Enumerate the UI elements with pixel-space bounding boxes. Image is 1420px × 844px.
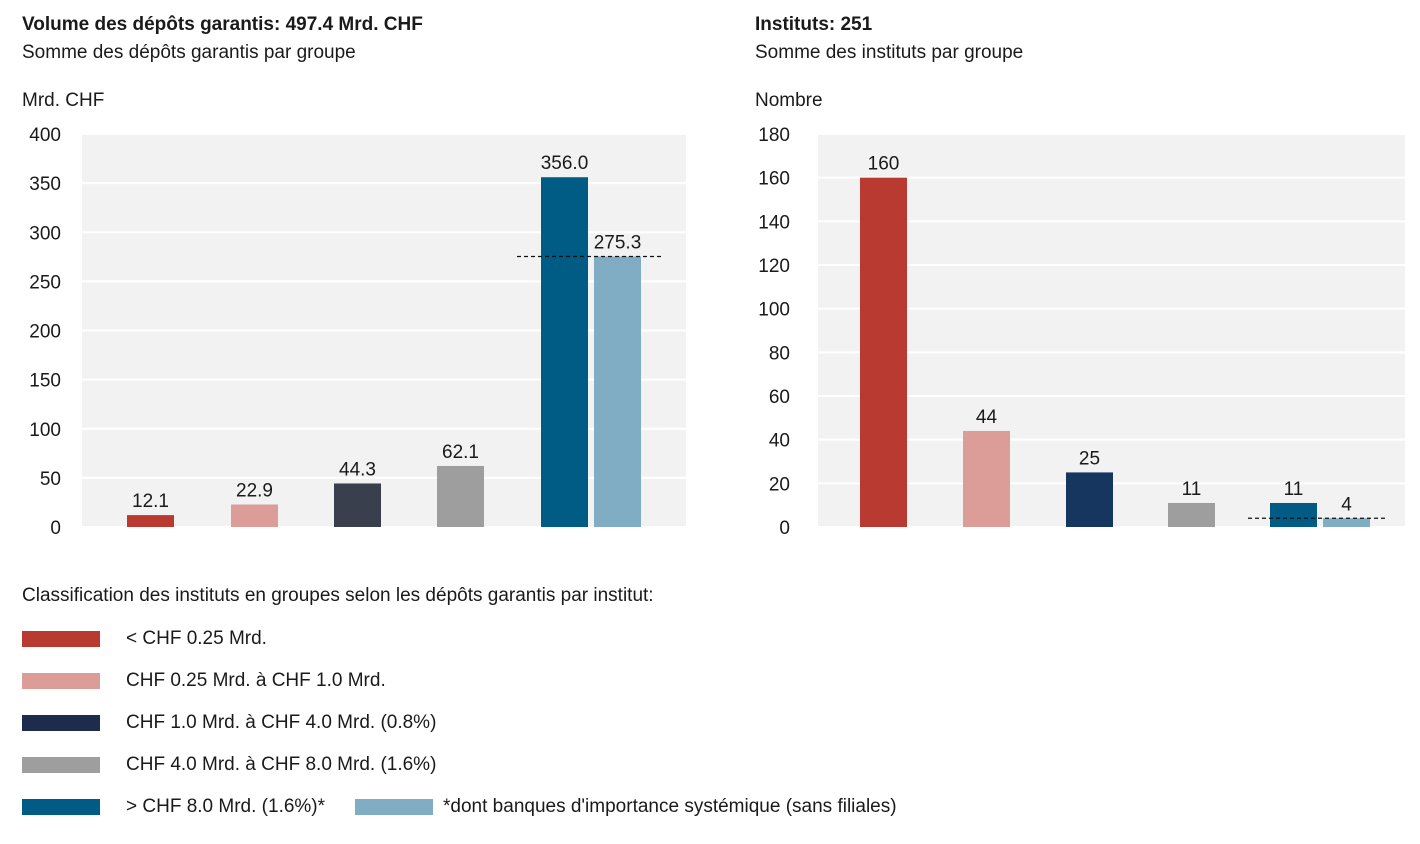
bar-value-label: 11: [1182, 479, 1202, 500]
group-legend: Classification des instituts en groupes …: [22, 585, 1122, 828]
legend-swatch-systemic: [355, 799, 434, 815]
bar: [231, 504, 278, 527]
bar-value-label: 25: [1079, 448, 1100, 469]
bar-value-label: 356.0: [541, 153, 589, 174]
y-tick-label: 250: [29, 272, 61, 293]
legend-label-lt-025: < CHF 0.25 Mrd.: [126, 628, 267, 649]
y-tick-label: 100: [29, 420, 61, 441]
institutions-bar-chart: 0 20 40 60 80 100 120 140 160 180 160 44 25 11 11 4: [758, 125, 1405, 539]
bar-value-label: 160: [868, 154, 900, 175]
legend-item-025-1: CHF 0.25 Mrd. à CHF 1.0 Mrd.: [22, 660, 1122, 702]
y-tick-label: 80: [769, 343, 790, 364]
plot-area: [818, 134, 1405, 527]
y-tick-label: 50: [40, 469, 61, 490]
legend-label-systemic: *dont banques d'importance systémique (s…: [443, 796, 897, 817]
y-tick-label: 400: [29, 125, 61, 146]
deposits-chart-title: Volume des dépôts garantis: 497.4 Mrd. C…: [22, 14, 423, 35]
bar: [1066, 472, 1113, 527]
bar-value-label: 12.1: [132, 491, 169, 512]
legend-swatch-025-1: [22, 673, 100, 689]
bar-value-label: 62.1: [442, 442, 479, 463]
bar-value-label: 22.9: [236, 481, 273, 502]
legend-item-4-8: CHF 4.0 Mrd. à CHF 8.0 Mrd. (1.6%): [22, 744, 1122, 786]
y-tick-label: 100: [758, 300, 790, 321]
bar: [127, 515, 174, 527]
bar: [1323, 518, 1370, 527]
bar: [1270, 502, 1317, 527]
y-tick-label: 140: [758, 212, 790, 233]
bar: [1168, 502, 1215, 527]
legend-swatch-4-8: [22, 757, 100, 773]
bar-value-label: 44.3: [339, 459, 376, 480]
institutions-y-unit: Nombre: [755, 90, 823, 111]
legend-item-gt-8: > CHF 8.0 Mrd. (1.6%)* *dont banques d'i…: [22, 786, 1122, 828]
legend-label-gt-8: > CHF 8.0 Mrd. (1.6%)*: [126, 796, 326, 817]
institutions-chart-title: Instituts: 251: [755, 14, 873, 35]
y-tick-label: 20: [769, 474, 790, 495]
bar: [541, 177, 588, 528]
y-tick-label: 180: [758, 125, 790, 146]
deposits-bar-chart: 0 50 100 150 200 250 300 350 400 12.1 22.9 44.3 62.1…: [29, 125, 686, 539]
y-tick-label: 300: [29, 223, 61, 244]
legend-swatch-gt-8: [22, 799, 100, 815]
y-tick-label: 350: [29, 174, 61, 195]
y-tick-label: 200: [29, 322, 61, 343]
y-tick-label: 150: [29, 371, 61, 392]
legend-heading: Classification des instituts en groupes …: [22, 585, 654, 606]
y-tick-label: 60: [769, 387, 790, 408]
bar: [860, 177, 907, 527]
deposits-y-unit: Mrd. CHF: [22, 90, 105, 111]
legend-swatch-lt-025: [22, 631, 100, 647]
legend-item-1-4: CHF 1.0 Mrd. à CHF 4.0 Mrd. (0.8%): [22, 702, 1122, 744]
y-tick-label: 40: [769, 431, 790, 452]
bar: [963, 430, 1010, 527]
institutions-chart-subtitle: Somme des instituts par groupe: [755, 42, 1024, 63]
bar-value-label: 4: [1341, 494, 1352, 515]
bar: [594, 256, 641, 527]
legend-item-lt-025: < CHF 0.25 Mrd.: [22, 618, 1122, 660]
bar-value-label: 275.3: [594, 233, 642, 254]
legend-swatch-1-4: [22, 715, 100, 731]
y-tick-label: 0: [779, 518, 790, 539]
y-tick-label: 120: [758, 256, 790, 277]
institutions-chart-panel: Instituts: 251 Somme des instituts par g…: [735, 0, 1420, 560]
bar: [334, 483, 381, 527]
deposits-chart-panel: Volume des dépôts garantis: 497.4 Mrd. C…: [0, 0, 700, 560]
bar-value-label: 44: [976, 407, 998, 428]
bar: [437, 465, 484, 527]
y-tick-label: 160: [758, 169, 790, 190]
legend-label-4-8: CHF 4.0 Mrd. à CHF 8.0 Mrd. (1.6%): [126, 754, 437, 775]
bar-value-label: 11: [1284, 479, 1304, 500]
legend-label-1-4: CHF 1.0 Mrd. à CHF 4.0 Mrd. (0.8%): [126, 712, 437, 733]
legend-label-025-1: CHF 0.25 Mrd. à CHF 1.0 Mrd.: [126, 670, 386, 691]
y-tick-label: 0: [50, 518, 61, 539]
deposits-chart-subtitle: Somme des dépôts garantis par groupe: [22, 42, 356, 63]
